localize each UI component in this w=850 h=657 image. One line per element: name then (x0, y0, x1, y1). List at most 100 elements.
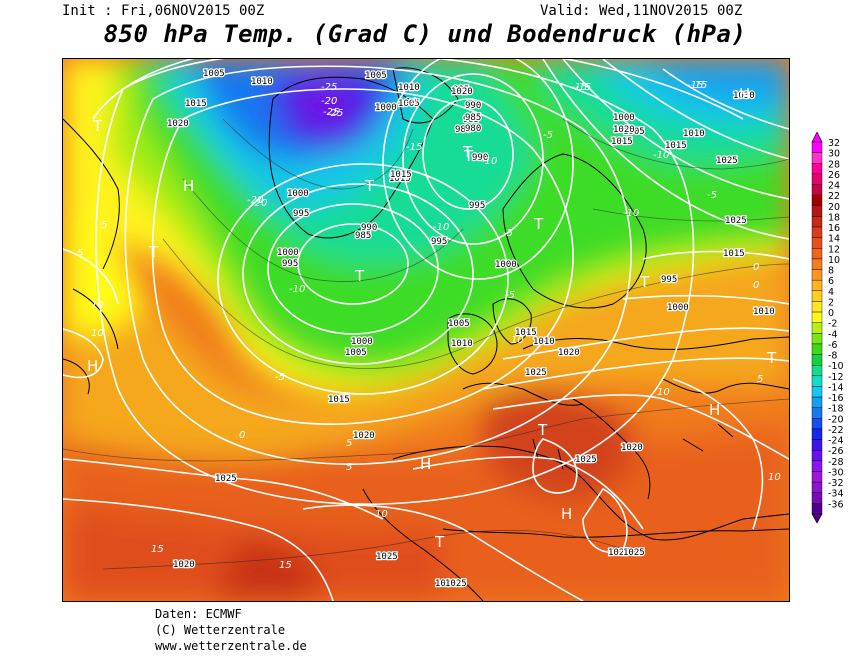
legend-swatch (811, 418, 823, 430)
legend-label: 22 (828, 191, 840, 202)
legend-swatch (811, 301, 823, 313)
legend-swatch (811, 184, 823, 196)
legend-label: 2 (828, 297, 834, 308)
temperature-label: 5 (757, 374, 763, 385)
pressure-label: 1025 (623, 548, 645, 558)
pressure-label: 990 (472, 153, 488, 163)
temperature-label: 10 (91, 300, 104, 311)
legend-swatch (811, 226, 823, 238)
temperature-label: 5 (101, 220, 107, 231)
temperature-label: -10 (481, 156, 497, 167)
pressure-label: 1010 (451, 339, 473, 349)
legend-label: 20 (828, 202, 840, 213)
temperature-label: -15 (406, 142, 422, 153)
legend-label: 26 (828, 170, 840, 181)
pressure-label: 1025 (575, 455, 597, 465)
pressure-label: 985 (463, 115, 479, 125)
temperature-legend: 32302826242220181614121086420-2-4-6-8-10… (811, 132, 844, 524)
temperature-label: 5 (346, 438, 352, 449)
legend-swatch (811, 354, 823, 366)
pressure-label: 1025 (376, 552, 398, 562)
pressure-label: 1015 (665, 141, 687, 151)
pressure-system-marker: H (183, 177, 194, 195)
legend-label: -10 (828, 361, 844, 372)
temperature-label: -25 (323, 107, 339, 118)
pressure-label: 1020 (451, 87, 473, 97)
legend-label: 24 (828, 181, 840, 192)
legend-label: -2 (828, 319, 837, 330)
pressure-system-marker: H (739, 85, 750, 103)
coastlines (63, 67, 789, 601)
pressure-label: 1015 (515, 328, 537, 338)
map-canvas: 1005101010151020100510101005100099599098… (63, 59, 789, 601)
pressure-system-marker: T (462, 143, 473, 161)
legend-swatch (811, 471, 823, 483)
legend-label: -32 (828, 478, 844, 489)
legend-swatch (811, 333, 823, 345)
data-source-credit: Daten: ECMWF (155, 607, 242, 621)
temperature-label: -25 (327, 108, 343, 119)
legend-label: -20 (828, 414, 844, 425)
map-title: 850 hPa Temp. (Grad C) und Bodendruck (h… (103, 20, 747, 48)
temperature-label: -15 (691, 80, 707, 91)
legend-swatch (811, 269, 823, 281)
pressure-system-marker: H (709, 401, 720, 419)
legend-swatch (811, 386, 823, 398)
temperature-label: 5 (346, 462, 352, 473)
temperature-label: -5 (707, 190, 717, 201)
legend-label: 6 (828, 276, 834, 287)
pressure-label: 1010 (398, 83, 420, 93)
legend-label: -24 (828, 436, 844, 447)
temperature-label: 10 (657, 387, 670, 398)
pressure-label: 1025 (215, 474, 237, 484)
legend-label: -30 (828, 467, 844, 478)
pressure-label: 1000 (277, 248, 299, 258)
temperature-label: -5 (503, 228, 513, 239)
legend-label: 14 (828, 234, 840, 245)
legend-label: -16 (828, 393, 844, 404)
legend-swatch (811, 248, 823, 260)
pressure-label: 1005 (623, 127, 645, 137)
legend-label: 16 (828, 223, 840, 234)
temperature-label: 0 (239, 430, 245, 441)
temperature-label: -10 (653, 150, 669, 161)
legend-swatch (811, 407, 823, 419)
pressure-label: 1005 (203, 69, 225, 79)
legend-swatch (811, 216, 823, 228)
pressure-label: 1015 (185, 99, 207, 109)
temperature-label: -10 (289, 284, 305, 295)
pressure-label: 1010 (533, 337, 555, 347)
pressure-label: 1000 (613, 113, 635, 123)
legend-swatch (811, 428, 823, 440)
temperature-label: -5 (505, 290, 515, 301)
pressure-label: 1015 (723, 249, 745, 259)
legend-label: 10 (828, 255, 840, 266)
pressure-system-marker: T (364, 177, 375, 195)
pressure-system-marker: H (87, 357, 98, 375)
pressure-system-marker: T (537, 421, 548, 439)
pressure-label: 990 (465, 101, 481, 111)
temperature-label: -20 (251, 198, 267, 209)
pressure-label: 1000 (495, 260, 517, 270)
legend-arrow-bottom (811, 513, 823, 524)
pressure-label: 995 (453, 85, 469, 95)
legend-label: -6 (828, 340, 837, 351)
legend-label: -18 (828, 404, 844, 415)
temperature-label: -5 (275, 372, 285, 383)
pressure-label: 1010 (251, 77, 273, 87)
pressure-label: 1005 (398, 99, 420, 109)
legend-label: 32 (828, 138, 840, 149)
legend-swatch (811, 258, 823, 270)
temperature-label: -10 (433, 222, 449, 233)
legend-swatch (811, 311, 823, 323)
legend-label: 28 (828, 159, 840, 170)
legend-swatch (811, 364, 823, 377)
temperature-label: -25 (321, 82, 337, 93)
legend-swatch (811, 290, 823, 302)
temperature-label: 0 (753, 262, 759, 273)
legend-swatch (811, 163, 823, 175)
pressure-label: 985 (355, 231, 371, 241)
pressure-label: 980 (465, 124, 481, 134)
pressure-label: 995 (431, 237, 447, 247)
